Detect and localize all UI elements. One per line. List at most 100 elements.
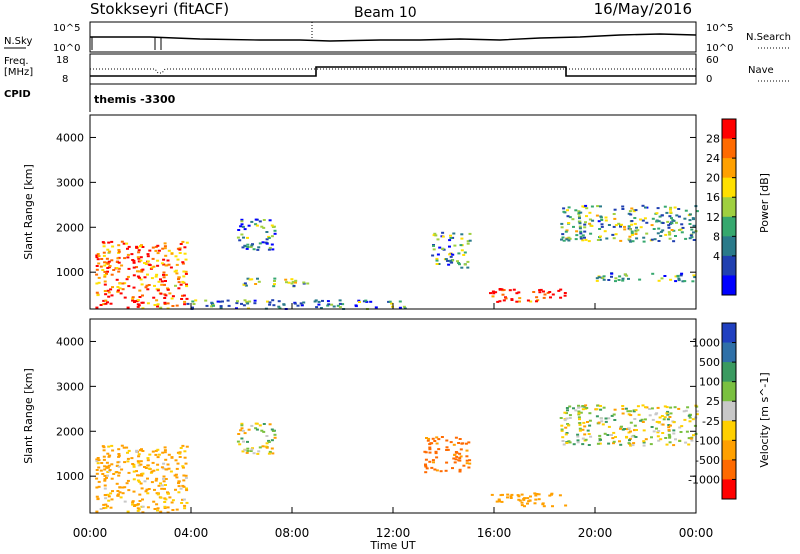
echo-cell-0 (156, 456, 160, 459)
y-tick-label: 2000 (56, 425, 84, 438)
echo-cell-6 (600, 225, 604, 228)
echo-cell-6 (578, 220, 582, 223)
colorbar-tick-label: 100 (699, 376, 720, 389)
echo-cell-0 (133, 300, 137, 303)
echo-cell-3 (341, 303, 345, 306)
echo-cell-1 (251, 243, 254, 246)
colorbar-tick-label: -25 (702, 415, 720, 428)
echo-cell-0 (155, 503, 159, 506)
echo-cell-1 (270, 235, 274, 238)
echo-cell-6 (617, 222, 621, 225)
echo-cell-0 (116, 490, 120, 492)
echo-cell-1 (264, 241, 268, 244)
echo-cell-2 (453, 454, 457, 456)
echo-cell-0 (105, 257, 109, 260)
echo-cell-0 (154, 453, 158, 456)
echo-cell-0 (148, 453, 152, 456)
echo-cell-3 (313, 300, 317, 303)
echo-cell-1 (268, 219, 272, 222)
echo-cell-6 (632, 210, 636, 213)
echo-cell-0 (135, 300, 139, 303)
echo-cell-0 (117, 474, 121, 477)
echo-cell-1 (240, 427, 244, 430)
echo-cell-6 (583, 230, 587, 233)
echo-cell-2 (446, 448, 450, 451)
echo-cell-3 (520, 493, 524, 496)
echo-cell-0 (182, 275, 186, 278)
echo-cell-7 (623, 273, 627, 276)
echo-cell-1 (270, 243, 274, 246)
echo-cell-0 (131, 501, 135, 504)
echo-cell-4 (460, 249, 464, 252)
echo-cell-6 (633, 217, 637, 219)
echo-cell-4 (628, 437, 632, 440)
echo-cell-2 (459, 455, 463, 458)
echo-cell-0 (177, 287, 181, 290)
echo-cell-6 (604, 216, 608, 219)
echo-cell-6 (567, 239, 571, 242)
echo-cell-6 (598, 228, 602, 230)
echo-cell-6 (688, 237, 692, 240)
echo-cell-6 (633, 222, 637, 225)
echo-cell-3 (277, 300, 281, 303)
echo-cell-4 (672, 429, 676, 432)
echo-cell-4 (692, 434, 695, 437)
echo-cell-2 (248, 278, 252, 281)
echo-cell-2 (426, 439, 430, 442)
echo-cell-4 (576, 435, 580, 438)
echo-cell-6 (667, 226, 671, 229)
echo-cell-6 (579, 235, 583, 238)
echo-cell-4 (565, 417, 569, 420)
echo-cell-4 (448, 245, 451, 248)
echo-cell-2 (433, 468, 437, 471)
echo-cell-0 (151, 257, 155, 260)
echo-cell-0 (137, 276, 141, 279)
echo-cell-1 (249, 450, 253, 452)
echo-cell-0 (110, 463, 114, 466)
echo-cell-0 (107, 241, 111, 244)
echo-cell-4 (669, 412, 673, 415)
echo-cell-4 (607, 442, 611, 445)
echo-cell-0 (155, 273, 159, 276)
echo-cell-0 (104, 302, 108, 305)
echo-cell-0 (156, 264, 160, 267)
echo-cell-0 (118, 287, 122, 290)
echo-cell-0 (116, 461, 120, 464)
echo-cell-4 (668, 441, 672, 444)
echo-cell-0 (146, 492, 150, 495)
echo-cell-1 (265, 242, 269, 245)
echo-cell-6 (627, 225, 631, 228)
echo-cell-0 (123, 296, 127, 299)
echo-cell-0 (138, 449, 142, 452)
echo-cell-1 (246, 440, 249, 443)
echo-cell-6 (690, 236, 694, 239)
echo-cell-0 (95, 458, 99, 461)
echo-cell-4 (578, 423, 582, 426)
echo-cell-0 (146, 459, 150, 462)
echo-cell-3 (219, 305, 223, 308)
echo-cell-3 (282, 303, 286, 306)
echo-cell-5 (535, 300, 538, 303)
echo-cell-1 (250, 220, 254, 223)
echo-cell-0 (176, 462, 180, 465)
echo-cell-0 (107, 499, 111, 502)
echo-cell-4 (565, 407, 569, 409)
echo-cell-6 (639, 226, 643, 229)
echo-cell-0 (177, 480, 181, 483)
echo-cell-0 (151, 461, 155, 464)
echo-cell-3 (510, 493, 514, 496)
echo-cell-0 (170, 456, 174, 459)
echo-cell-6 (650, 224, 654, 227)
echo-cell-0 (164, 478, 168, 480)
echo-cell-6 (675, 214, 679, 217)
echo-cell-2 (290, 282, 294, 285)
echo-cell-2 (302, 281, 306, 284)
echo-cell-3 (500, 500, 504, 503)
echo-cell-2 (294, 279, 298, 282)
echo-cell-0 (95, 486, 99, 489)
echo-cell-4 (581, 405, 585, 407)
echo-cell-0 (163, 505, 167, 508)
echo-cell-4 (598, 434, 602, 437)
echo-cell-0 (99, 265, 103, 268)
echo-cell-0 (107, 260, 111, 263)
